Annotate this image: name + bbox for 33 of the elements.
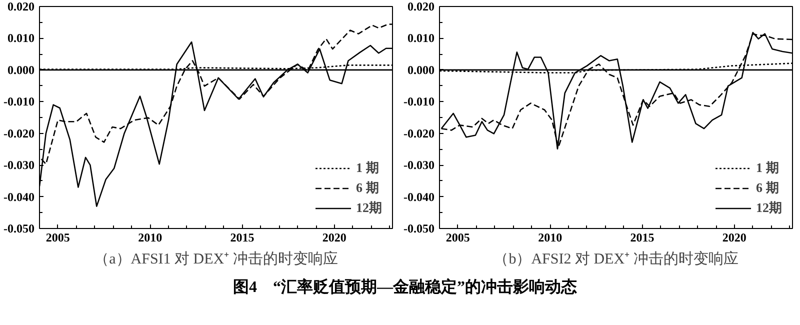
y-tick-label: -0.020 <box>4 126 35 140</box>
x-tick-label: 2015 <box>230 230 254 244</box>
y-tick-label: 0.020 <box>8 0 34 14</box>
y-tick-label: 0.000 <box>408 62 434 77</box>
legend-label: 12期 <box>356 199 382 217</box>
legend-label: 12期 <box>756 199 782 217</box>
caption: 图4 “汇率贬值预期—金融稳定”的冲击影响动态 <box>233 277 577 298</box>
y-tick-label: -0.010 <box>4 94 35 109</box>
y-tick-label: -0.020 <box>404 126 435 140</box>
y-tick-label: 0.010 <box>8 31 34 46</box>
legend-label: 1 期 <box>756 159 779 177</box>
y-tick-label: -0.050 <box>404 222 435 236</box>
x-tick-label: 2010 <box>538 230 562 244</box>
y-tick-label: -0.010 <box>404 94 435 109</box>
text: （a）AFSI1 对 DEX⁺ 冲击的时变响应 <box>94 250 338 268</box>
y-tick-label: -0.050 <box>4 222 35 236</box>
y-tick-label: -0.030 <box>4 158 35 172</box>
legend-label: 6 期 <box>756 179 779 197</box>
text: （b）AFSI2 对 DEX⁺ 冲击的时变响应 <box>494 250 738 268</box>
x-tick-label: 2010 <box>138 230 162 244</box>
y-tick-label: -0.040 <box>4 190 35 204</box>
x-tick-label: 2015 <box>630 230 654 244</box>
y-tick-label: 0.010 <box>408 31 434 46</box>
y-tick-label: -0.040 <box>404 190 435 204</box>
x-tick-label: 2005 <box>46 230 70 244</box>
x-tick-label: 2005 <box>446 230 470 244</box>
x-tick-label: 2020 <box>722 230 746 244</box>
legend-label: 1 期 <box>356 159 379 177</box>
y-tick-label: 0.000 <box>8 62 34 77</box>
x-tick-label: 2020 <box>322 230 346 244</box>
y-tick-label: 0.020 <box>408 0 434 14</box>
y-tick-label: -0.030 <box>404 158 435 172</box>
legend-label: 6 期 <box>356 179 379 197</box>
